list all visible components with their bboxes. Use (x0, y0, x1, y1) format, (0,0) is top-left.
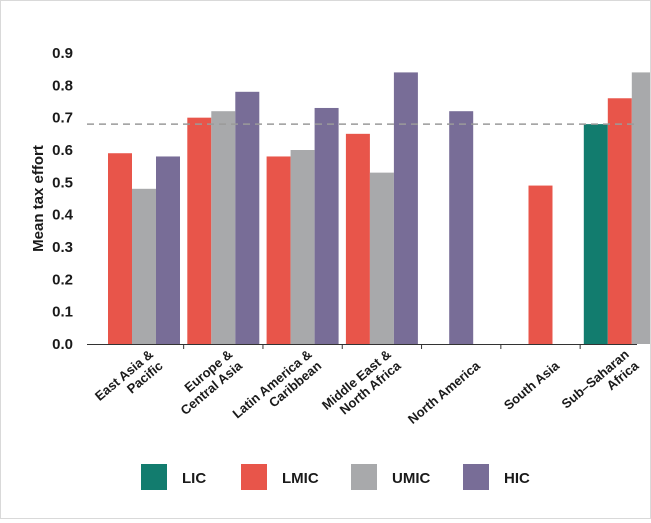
bar-lmic (266, 156, 291, 344)
y-tick-label: 0.1 (52, 304, 73, 321)
legend-swatch-hic (463, 464, 489, 490)
bar-hic (393, 72, 418, 345)
bar-umic (132, 188, 156, 344)
legend-label-lic: LIC (182, 470, 206, 487)
y-tick-label: 0.4 (52, 207, 74, 224)
bar-lmic (187, 117, 212, 345)
y-tick-label: 0.6 (52, 142, 73, 159)
legend-label-umic: UMIC (392, 470, 430, 487)
bar-lmic (345, 133, 370, 344)
bar-umic (631, 72, 651, 345)
category-label: North America (405, 358, 483, 427)
legend-label-lmic: LMIC (282, 470, 319, 487)
bar-hic (314, 107, 339, 344)
y-tick-label: 0.3 (52, 239, 73, 256)
bar-hic (156, 156, 180, 344)
bar-lmic (607, 98, 632, 345)
y-tick-label: 0.5 (52, 174, 73, 191)
bar-hic (235, 91, 260, 344)
y-axis-label: Mean tax effort (30, 145, 47, 252)
legend-swatch-lic (141, 464, 167, 490)
y-tick-label: 0.0 (52, 336, 73, 353)
labels: East Asia &Pacific Europe &Central AsiaLa… (92, 346, 643, 427)
bar-umic (211, 111, 236, 344)
legend-swatch-umic (351, 464, 377, 490)
legend-label-hic: HIC (504, 470, 530, 487)
bar-lic (583, 124, 608, 344)
y-tick-label: 0.2 (52, 271, 73, 288)
y-tick-label: 0.7 (52, 110, 73, 127)
bars (108, 72, 651, 345)
legend: LIC LMIC UMIC HIC (141, 464, 530, 490)
y-tick-label: 0.9 (52, 45, 73, 62)
bar-umic (290, 150, 315, 344)
legend-swatch-lmic (241, 464, 267, 490)
category-label-line: South Asia (501, 358, 563, 413)
bar-lmic (108, 153, 132, 344)
category-label-line: North America (405, 358, 483, 427)
category-label: Middle East &North Africa (319, 347, 404, 418)
y-tick-label: 0.8 (52, 77, 73, 94)
category-label: Latin America &Caribbean (230, 347, 325, 422)
category-label: East Asia &Pacific (92, 347, 166, 404)
axes: 0.0 0.1 0.2 0.3 0.4 0.5 0.6 0.7 0.8 0.9 Mean tax e… (30, 45, 637, 353)
bar-lmic (528, 185, 553, 344)
bar-umic (369, 172, 394, 344)
bar-hic (449, 111, 474, 344)
category-label: South Asia (501, 358, 563, 413)
